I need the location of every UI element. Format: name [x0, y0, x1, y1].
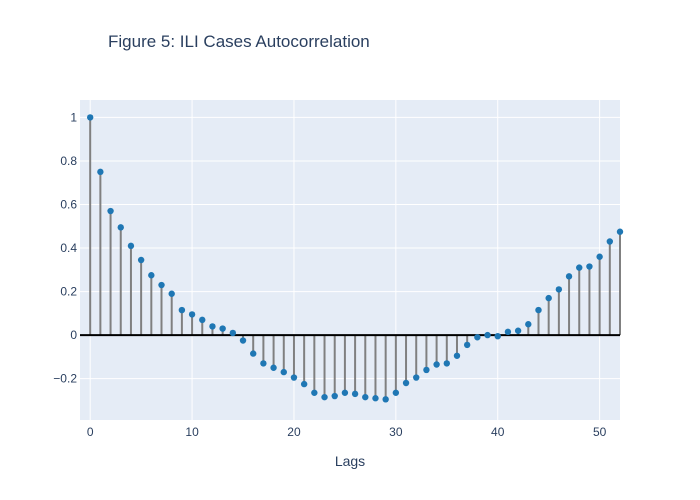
acf-point: [576, 264, 583, 271]
y-tick-label: 0.8: [60, 154, 77, 168]
acf-point: [270, 364, 277, 371]
acf-point: [250, 350, 257, 357]
x-tick-label: 30: [389, 425, 403, 439]
acf-point: [514, 327, 522, 334]
acf-point: [423, 366, 430, 374]
acf-point: [504, 328, 512, 336]
acf-point: [616, 228, 624, 235]
acf-point: [372, 395, 379, 402]
acf-point: [453, 352, 461, 359]
x-tick-label: 40: [491, 425, 505, 439]
acf-point: [280, 368, 287, 376]
acf-point: [239, 337, 247, 344]
acf-point: [219, 325, 226, 332]
acf-point: [382, 396, 389, 403]
acf-point: [596, 253, 603, 260]
acf-point: [127, 242, 135, 250]
acf-point: [433, 361, 440, 368]
acf-point: [341, 389, 349, 396]
acf-point: [321, 393, 328, 401]
acf-point: [178, 306, 186, 314]
acf-point: [392, 389, 400, 396]
acf-point: [260, 360, 267, 367]
y-tick-label: 0: [70, 328, 77, 342]
acf-point: [565, 273, 573, 280]
x-tick-labels: 0 10 20 30 40 50: [87, 425, 607, 439]
acf-point: [148, 272, 155, 279]
y-tick-labels: −0.2 0 0.2 0.4 0.6 0.8 1: [53, 110, 77, 385]
acf-point: [443, 360, 450, 367]
acf-point: [535, 306, 542, 314]
acf-point: [606, 238, 614, 245]
acf-point: [586, 263, 593, 270]
acf-point: [402, 379, 410, 387]
stems: [89, 117, 621, 400]
acf-point: [168, 290, 175, 297]
acf-point: [311, 389, 318, 396]
acf-point: [413, 374, 420, 381]
x-tick-label: 10: [185, 425, 199, 439]
y-tick-label: 0.6: [60, 197, 77, 211]
acf-point: [137, 256, 145, 264]
acf-point: [300, 380, 308, 388]
acf-point: [463, 341, 471, 349]
acf-point: [209, 323, 216, 330]
acf-point: [86, 114, 94, 121]
y-tick-label: 0.4: [60, 241, 77, 255]
y-tick-label: 1: [70, 110, 77, 124]
acf-point: [290, 374, 298, 381]
acf-point: [158, 281, 165, 289]
acf-point: [117, 224, 124, 231]
acf-point: [351, 390, 359, 398]
acf-point: [494, 332, 501, 340]
chart-title: Figure 5: ILI Cases Autocorrelation: [108, 32, 370, 51]
acf-point: [525, 321, 532, 328]
acf-point: [555, 286, 563, 293]
acf-point: [474, 334, 481, 341]
acf-point: [362, 393, 369, 401]
acf-point: [331, 392, 338, 400]
acf-point: [97, 168, 104, 176]
x-tick-label: 20: [287, 425, 301, 439]
acf-point: [188, 311, 196, 318]
x-tick-label: 50: [593, 425, 607, 439]
acf-point: [199, 316, 206, 324]
markers: [86, 114, 624, 403]
acf-point: [484, 331, 491, 339]
acf-point: [545, 294, 552, 302]
acf-point: [229, 329, 237, 337]
plot-background: [80, 100, 620, 420]
y-tick-label: −0.2: [53, 372, 77, 386]
x-axis-label: Lags: [335, 453, 365, 469]
x-tick-label: 0: [87, 425, 94, 439]
acf-point: [107, 207, 114, 215]
y-tick-label: 0.2: [60, 285, 77, 299]
